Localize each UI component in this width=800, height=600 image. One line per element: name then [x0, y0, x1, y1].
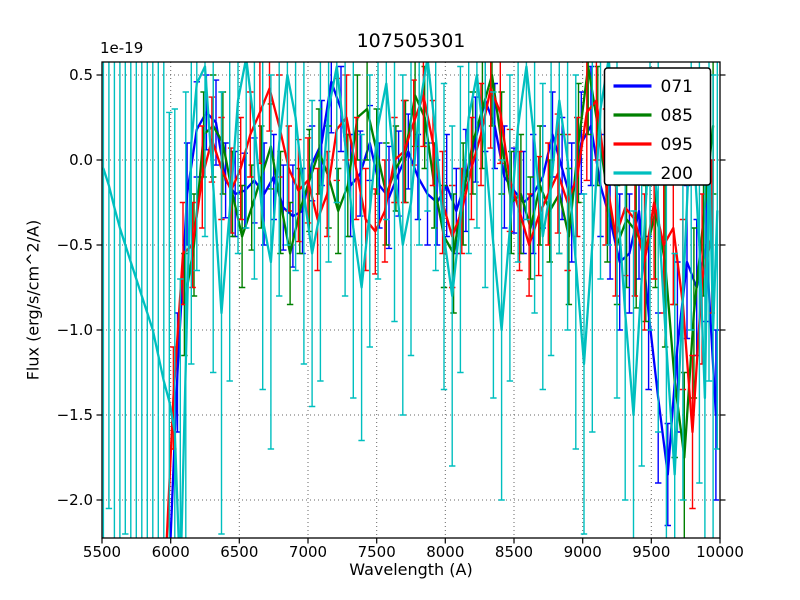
- y-tick-label: 0.0: [69, 151, 93, 169]
- series-200: [102, 62, 720, 538]
- x-tick-label: 7000: [289, 543, 327, 561]
- x-tick-label: 8500: [495, 543, 533, 561]
- chart-title: 107505301: [356, 30, 466, 52]
- legend: 071 085 095 200: [603, 67, 712, 186]
- axis-ticks: [96, 74, 726, 544]
- y-axis-label: Flux (erg/s/cm^2/A): [23, 219, 43, 381]
- legend-label-095: 095: [661, 135, 693, 155]
- x-axis-label: Wavelength (A): [349, 560, 473, 579]
- tick-labels: 5500 6000 6500 7000 7500 8000 8500 9000 9500 1000…: [57, 66, 744, 561]
- legend-box: [603, 67, 712, 186]
- x-tick-label: 9500: [632, 543, 670, 561]
- x-tick-label: 6000: [152, 543, 190, 561]
- legend-label-071: 071: [661, 77, 693, 97]
- x-tick-label: 7500: [358, 543, 396, 561]
- x-tick-label: 6500: [220, 543, 258, 561]
- y-tick-label: −2.0: [57, 491, 93, 509]
- legend-label-200: 200: [661, 164, 693, 184]
- y-axis-offset-label: 1e-19: [100, 39, 144, 57]
- x-tick-label: 8000: [426, 543, 464, 561]
- y-tick-label: −0.5: [57, 236, 93, 254]
- y-tick-label: −1.5: [57, 406, 93, 424]
- legend-label-085: 085: [661, 106, 693, 126]
- y-tick-label: 0.5: [69, 66, 93, 84]
- plot-data: [102, 62, 720, 538]
- series-200-line: [102, 62, 719, 538]
- x-tick-label: 5500: [83, 543, 121, 561]
- x-tick-label: 10000: [696, 543, 744, 561]
- plot-border: [101, 61, 721, 539]
- y-tick-label: −1.0: [57, 321, 93, 339]
- x-tick-label: 9000: [564, 543, 602, 561]
